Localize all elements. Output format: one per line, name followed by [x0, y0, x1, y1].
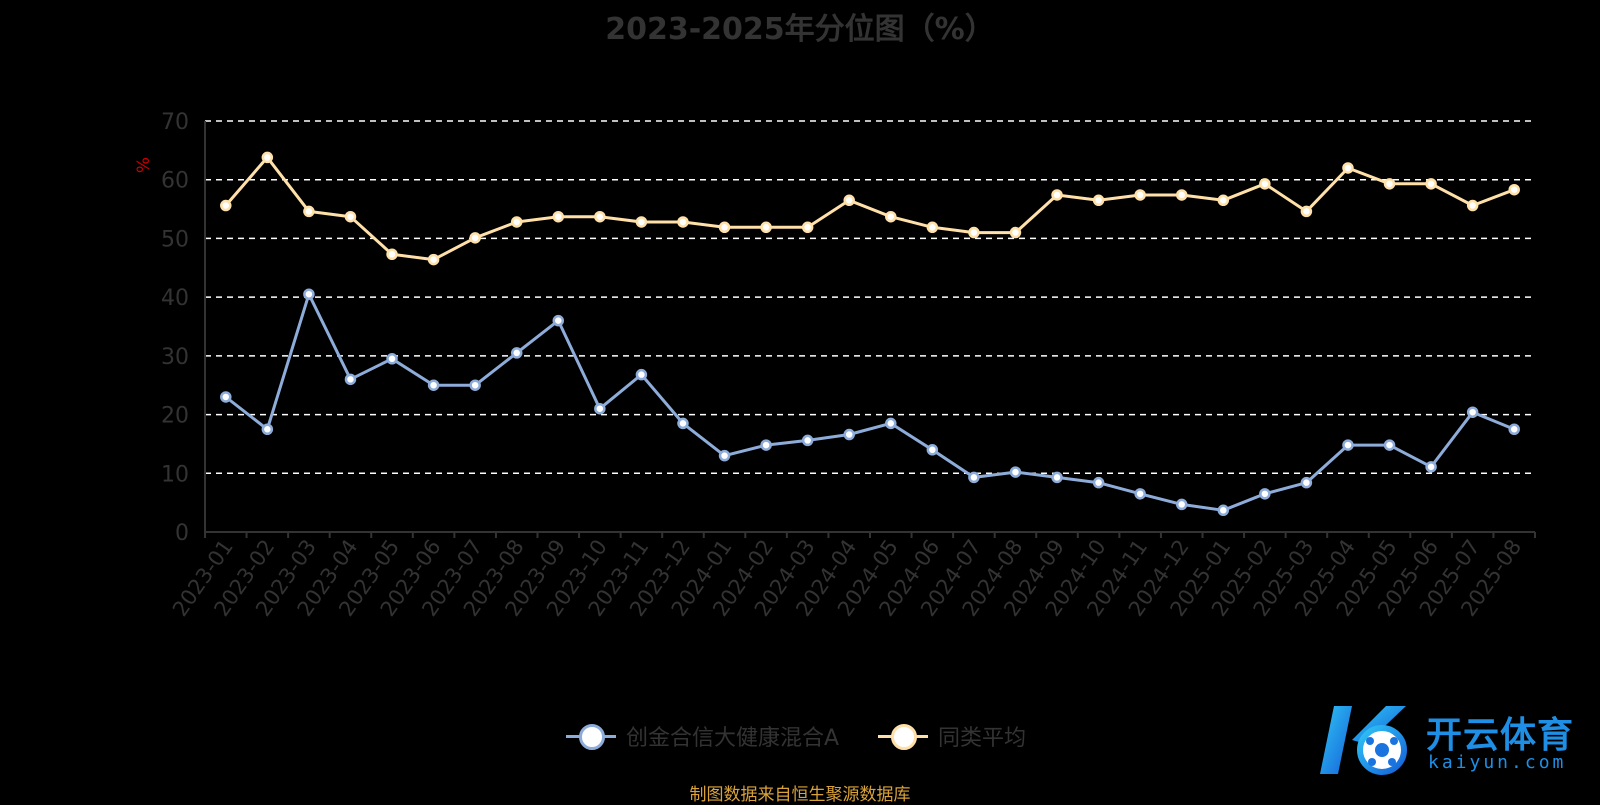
series-1-point: [1051, 471, 1063, 484]
series-2-point: [1009, 226, 1022, 239]
legend-swatch-series-2: [878, 718, 928, 754]
legend-item-series-2[interactable]: 同类平均: [878, 718, 1026, 754]
series-1-point: [220, 391, 232, 403]
watermark-domain: kaiyun.com: [1428, 752, 1567, 773]
series-2-point: [760, 221, 772, 234]
series-line-2: [224, 155, 1515, 262]
chart-title: 2023-2025年分位图（%）: [605, 12, 995, 47]
series-1-point: [760, 439, 772, 451]
series-1-point: [635, 368, 648, 381]
series-2-point: [261, 151, 274, 164]
series-2-point: [1466, 199, 1479, 212]
series-1-point: [344, 373, 357, 386]
legend-item-series-1[interactable]: 创金合信大健康混合A: [566, 718, 839, 754]
series-1-point: [261, 423, 274, 435]
series-2-point: [1092, 194, 1105, 207]
series-2-point: [1508, 183, 1520, 196]
series-2-point: [1217, 194, 1230, 207]
series-1-point: [469, 379, 481, 391]
series-1-point: [594, 402, 606, 415]
series-1-point: [552, 314, 565, 327]
series-2-point: [427, 253, 440, 266]
series-2-point: [677, 216, 689, 228]
watermark-brand: 开云体育: [1426, 715, 1575, 756]
series-1-point: [1383, 439, 1396, 451]
series-2-point: [1383, 178, 1396, 190]
series-1-point: [1134, 488, 1146, 500]
source-note: 制图数据来自恒生聚源数据库: [689, 785, 911, 805]
y-tick-label: 70: [161, 110, 189, 135]
series-2-point: [510, 216, 523, 228]
series-2-point: [1175, 189, 1188, 201]
series-1-point: [1175, 498, 1188, 511]
series-2-point: [718, 221, 731, 234]
kaiyun-logo-icon: [1320, 706, 1407, 775]
series-1-point: [510, 347, 523, 359]
y-axis-label: %: [134, 157, 154, 173]
legend-label-series-1: 创金合信大健康混合A: [626, 726, 840, 751]
series-1-point: [1009, 466, 1022, 478]
series-2-point: [843, 194, 855, 207]
y-tick-label: 50: [161, 227, 189, 252]
series-2-point: [594, 210, 606, 223]
series-2-point: [220, 199, 232, 212]
series-1-point: [926, 444, 939, 456]
series-1-point: [1466, 406, 1479, 418]
series-2-point: [926, 221, 939, 234]
legend: 创金合信大健康混合A 同类平均: [0, 718, 1600, 754]
y-tick-label: 30: [161, 345, 189, 370]
series-1-point: [1425, 461, 1437, 473]
series-1-point: [1300, 476, 1313, 489]
series-2-point: [635, 216, 648, 228]
legend-label-series-2: 同类平均: [938, 726, 1027, 751]
series-2-point: [1300, 205, 1313, 218]
series-1-point: [427, 379, 440, 391]
series-2-point: [1259, 178, 1271, 190]
series-1-point: [1217, 504, 1230, 517]
series-1-point: [843, 428, 855, 441]
y-tick-label: 20: [161, 404, 189, 429]
series-1-point: [386, 353, 398, 365]
series-2-point: [801, 221, 814, 234]
series-2-point: [1134, 189, 1146, 201]
series-2-point: [344, 210, 357, 223]
series-1-point: [885, 417, 897, 430]
y-tick-label: 10: [161, 462, 189, 487]
series-1-point: [1259, 488, 1271, 500]
series-2-point: [1051, 189, 1063, 201]
series-2-point: [303, 205, 315, 218]
series-1-point: [718, 449, 731, 462]
y-tick-label: 0: [175, 521, 189, 546]
legend-swatch-series-1: [566, 718, 616, 754]
series-2-point: [552, 210, 565, 223]
series-1-point: [968, 471, 980, 484]
watermark: 开云体育 kaiyun.com: [1312, 700, 1592, 782]
series-2-point: [1425, 178, 1437, 190]
series-1-point: [1342, 439, 1354, 451]
series-2-point: [968, 226, 980, 239]
series-2-point: [1342, 162, 1354, 174]
series-1-point: [303, 288, 315, 300]
y-tick-label: 40: [161, 286, 189, 311]
y-tick-label: 60: [161, 169, 189, 194]
series-1-point: [801, 434, 814, 447]
series-2-point: [885, 210, 897, 223]
series-1-point: [677, 417, 689, 430]
series-line-1: [224, 292, 1515, 512]
series-1-point: [1092, 476, 1105, 489]
series-2-point: [469, 232, 481, 244]
series-2-point: [386, 248, 398, 261]
series-1-point: [1508, 423, 1520, 435]
